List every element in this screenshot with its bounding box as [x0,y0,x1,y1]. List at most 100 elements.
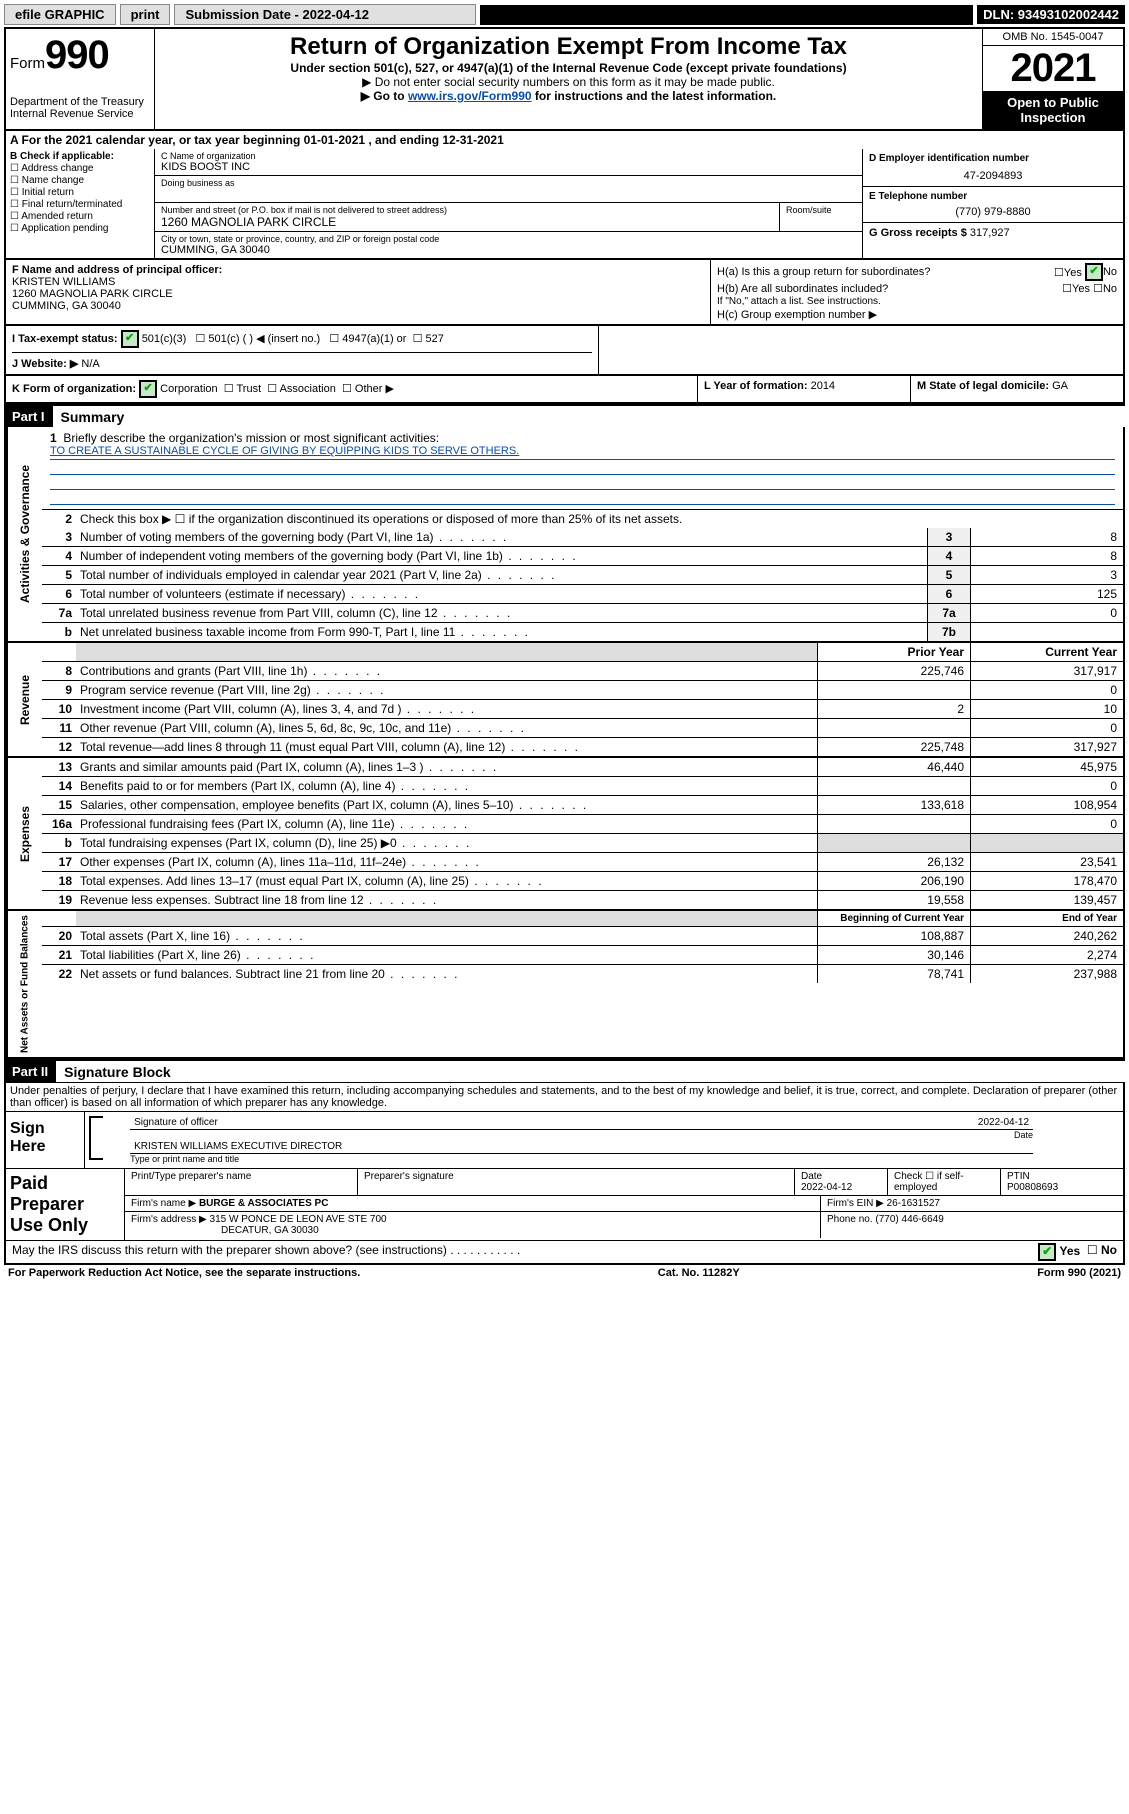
irs-link[interactable]: www.irs.gov/Form990 [408,89,532,103]
mission-text: TO CREATE A SUSTAINABLE CYCLE OF GIVING … [50,445,1115,460]
org-name-label: C Name of organization [161,151,856,161]
row-desc: Total number of individuals employed in … [76,566,927,584]
firm-ein-cell: Firm's EIN ▶ 26-1631527 [821,1196,1123,1211]
row-desc: Salaries, other compensation, employee b… [76,796,817,814]
hb-no[interactable]: ☐No [1093,282,1117,295]
part1-badge: Part I [4,406,53,427]
phone-cell: E Telephone number (770) 979-8880 [863,187,1123,223]
b-title: B Check if applicable: [10,151,150,162]
mission-line-4 [50,490,1115,505]
chk-pending[interactable]: ☐ Application pending [10,223,150,234]
current-val: 139,457 [970,891,1123,909]
q2-desc: Check this box ▶ ☐ if the organization d… [76,510,1123,528]
sign-here-row: Sign Here Signature of officer2022-04-12… [6,1111,1123,1168]
current-val: 317,917 [970,662,1123,680]
omb-number: OMB No. 1545-0047 [983,29,1123,46]
l-label: L Year of formation: [704,380,808,392]
row-desc: Contributions and grants (Part VIII, lin… [76,662,817,680]
current-val: 2,274 [970,946,1123,964]
sig-date-label: Date [1014,1130,1033,1140]
instr2-pre: ▶ Go to [361,89,408,103]
prior-val: 26,132 [817,853,970,871]
row-num: 6 [42,585,76,603]
row-ij: I Tax-exempt status: ✔ 501(c)(3) ☐ 501(c… [4,326,1125,376]
governance-body: 1 Briefly describe the organization's mi… [42,427,1123,641]
current-val: 0 [970,777,1123,795]
prior-val [817,681,970,699]
department: Department of the Treasury Internal Reve… [10,96,150,120]
row-box: 5 [927,566,970,584]
prior-val: 19,558 [817,891,970,909]
row-desc: Total liabilities (Part X, line 26) [76,946,817,964]
part2-badge: Part II [4,1061,56,1082]
chk-final[interactable]: ☐ Final return/terminated [10,199,150,210]
row-val: 125 [970,585,1123,603]
current-year-hdr: Current Year [970,643,1123,661]
street: 1260 MAGNOLIA PARK CIRCLE [161,215,773,229]
row-num: 8 [42,662,76,680]
k-label: K Form of organization: [12,383,136,395]
row-num: 22 [42,965,76,983]
current-val: 45,975 [970,758,1123,776]
chk-initial[interactable]: ☐ Initial return [10,187,150,198]
l-val: 2014 [811,380,835,392]
j-row: J Website: ▶ N/A [12,353,592,370]
prior-val: 206,190 [817,872,970,890]
chk-address[interactable]: ☐ Address change [10,163,150,174]
gross-val: 317,927 [970,227,1010,239]
h-cell: H(a) Is this a group return for subordin… [711,260,1123,324]
ein-cell: D Employer identification number 47-2094… [863,149,1123,187]
revenue-header-row: Prior Year Current Year [42,643,1123,662]
hb-yes[interactable]: ☐Yes [1062,282,1090,295]
bracket-icon [89,1116,103,1160]
current-val: 178,470 [970,872,1123,890]
row-desc: Number of independent voting members of … [76,547,927,565]
chk-501c3[interactable]: ✔ [121,330,139,348]
officer-name: KRISTEN WILLIAMS [12,276,115,288]
row-num: 19 [42,891,76,909]
open-public-badge: Open to Public Inspection [983,91,1123,129]
summary-row: 7a Total unrelated business revenue from… [42,604,1123,623]
prep-self-cell[interactable]: Check ☐ if self-employed [888,1169,1001,1195]
part2-header-row: Part II Signature Block [4,1059,1125,1082]
row-desc: Professional fundraising fees (Part IX, … [76,815,817,833]
ha-no[interactable]: ✔No [1085,263,1117,281]
chk-corp[interactable]: ✔ [139,380,157,398]
ein-val: 47-2094893 [869,164,1117,182]
k-cell: K Form of organization: ✔ Corporation ☐ … [6,376,698,402]
row-desc: Grants and similar amounts paid (Part IX… [76,758,817,776]
discuss-yes[interactable]: ✔ Yes [1038,1243,1080,1261]
current-val: 0 [970,719,1123,737]
summary-row: b Net unrelated business taxable income … [42,623,1123,641]
prior-val: 225,748 [817,738,970,756]
row-desc: Total fundraising expenses (Part IX, col… [76,834,817,852]
efile-button[interactable]: efile GRAPHIC [4,4,116,25]
row-num: 7a [42,604,76,622]
form-title: Return of Organization Exempt From Incom… [163,33,974,61]
chk-name[interactable]: ☐ Name change [10,175,150,186]
sig-officer-field[interactable]: Signature of officer2022-04-12 [130,1116,1033,1130]
prior-val [817,834,970,852]
print-button[interactable]: print [120,4,171,25]
form-number-cell: Form990 Department of the Treasury Inter… [6,29,155,129]
ha-yes[interactable]: ☐Yes [1054,266,1082,279]
top-toolbar: efile GRAPHIC print Submission Date - 20… [4,4,1125,25]
row-desc: Net assets or fund balances. Subtract li… [76,965,817,983]
opt-other: Other ▶ [355,383,394,395]
row-num: 3 [42,528,76,546]
row-num: 12 [42,738,76,756]
prior-val: 46,440 [817,758,970,776]
current-val: 23,541 [970,853,1123,871]
city-label: City or town, state or province, country… [161,234,856,244]
q1: Briefly describe the organization's miss… [63,431,439,445]
f-label: F Name and address of principal officer: [12,264,222,276]
j-label: J Website: ▶ [12,358,78,370]
dba-label: Doing business as [161,178,856,188]
chk-amended[interactable]: ☐ Amended return [10,211,150,222]
summary-row: 20 Total assets (Part X, line 16) 108,88… [42,927,1123,946]
row-desc: Net unrelated business taxable income fr… [76,623,927,641]
discuss-no[interactable]: ☐ No [1087,1243,1117,1261]
mission-box: 1 Briefly describe the organization's mi… [42,427,1123,510]
current-val: 317,927 [970,738,1123,756]
ha-line: H(a) Is this a group return for subordin… [717,263,1117,281]
